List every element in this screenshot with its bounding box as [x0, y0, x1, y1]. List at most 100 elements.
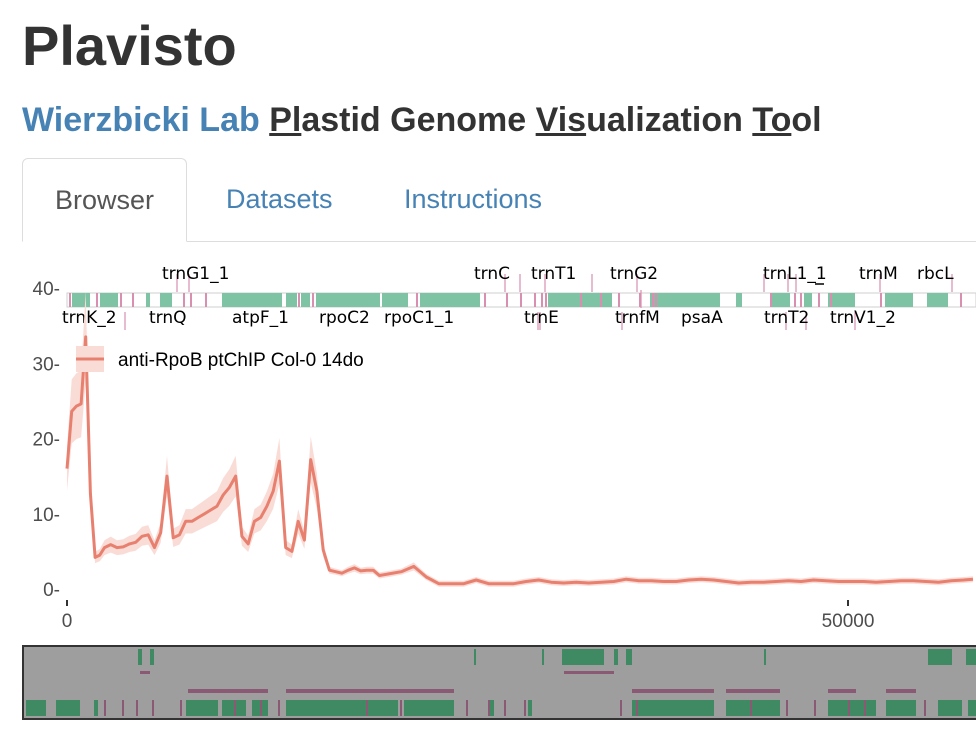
trna-mark[interactable]: [506, 293, 508, 307]
genome-overview-track[interactable]: [22, 645, 976, 720]
trna-mark[interactable]: [880, 293, 882, 307]
gene-block[interactable]: [772, 293, 790, 307]
gene-block[interactable]: [301, 293, 310, 307]
overview-gene[interactable]: [764, 649, 766, 665]
overview-trna: [504, 700, 506, 716]
y-axis: 0- 10- 20- 30- 40-: [33, 279, 60, 601]
gene-label: trnC: [474, 264, 510, 284]
gene-block[interactable]: [927, 293, 948, 307]
overview-features[interactable]: [24, 647, 976, 718]
gene-block[interactable]: [736, 293, 742, 307]
gene-block[interactable]: [160, 293, 172, 307]
gene-block[interactable]: [382, 293, 408, 307]
overview-gene[interactable]: [968, 700, 976, 716]
overview-gene[interactable]: [828, 700, 876, 716]
overview-gene[interactable]: [286, 700, 398, 716]
overview-gene[interactable]: [886, 700, 916, 716]
overview-gene[interactable]: [56, 700, 80, 716]
trna-mark[interactable]: [545, 293, 547, 307]
overview-gene[interactable]: [614, 649, 618, 665]
overview-gene[interactable]: [474, 649, 476, 665]
overview-rna: [828, 689, 856, 693]
trna-mark[interactable]: [960, 293, 962, 307]
trna-mark[interactable]: [655, 293, 657, 307]
trna-mark[interactable]: [69, 293, 71, 307]
y-tick-label: 30-: [33, 354, 60, 375]
overview-gene[interactable]: [542, 649, 544, 665]
trna-mark[interactable]: [132, 293, 134, 307]
overview-gene[interactable]: [626, 649, 632, 665]
gene-block[interactable]: [885, 293, 913, 307]
trna-mark[interactable]: [618, 293, 620, 307]
trna-mark[interactable]: [541, 293, 543, 307]
trna-mark[interactable]: [534, 293, 536, 307]
overview-gene[interactable]: [186, 700, 218, 716]
overview-rna: [886, 689, 916, 693]
overview-trna: [620, 700, 622, 716]
overview-trna: [366, 700, 368, 716]
tab-datasets[interactable]: Datasets: [226, 184, 333, 214]
overview-trna: [180, 700, 182, 716]
trna-mark[interactable]: [120, 293, 122, 307]
y-tick-label: 10-: [33, 505, 60, 526]
trna-mark[interactable]: [183, 293, 185, 307]
tab-instructions[interactable]: Instructions: [404, 184, 543, 214]
overview-gene[interactable]: [938, 700, 962, 716]
trna-mark[interactable]: [652, 293, 654, 307]
trna-mark[interactable]: [484, 293, 486, 307]
gene-block[interactable]: [72, 293, 90, 307]
overview-gene[interactable]: [94, 700, 98, 716]
gene-block[interactable]: [828, 293, 855, 307]
gene-label: trnfM: [615, 308, 660, 328]
gene-block[interactable]: [650, 293, 720, 307]
y-tick-label: 20-: [33, 430, 60, 451]
gene-label: trnT1: [531, 264, 576, 284]
overview-rna: [726, 689, 780, 693]
overview-gene[interactable]: [138, 649, 142, 665]
overview-gene[interactable]: [150, 649, 154, 665]
overview-gene[interactable]: [928, 649, 952, 665]
overview-trna: [466, 700, 468, 716]
trna-mark[interactable]: [830, 293, 832, 307]
series-line: [65, 335, 974, 586]
gene-block[interactable]: [100, 293, 118, 307]
trna-mark[interactable]: [600, 293, 602, 307]
coverage-chart[interactable]: trnG1_1 trnC trnT1 trnG2 trnL1_1 trnM rbcL trnK…: [0, 244, 976, 642]
gene-label: trnV1_2: [830, 308, 896, 328]
overview-rna: [286, 689, 454, 693]
overview-gene[interactable]: [562, 649, 604, 665]
trna-mark[interactable]: [818, 293, 820, 307]
overview-gene[interactable]: [726, 700, 780, 716]
gene-block[interactable]: [222, 293, 282, 307]
overview-gene[interactable]: [632, 700, 714, 716]
trna-mark[interactable]: [205, 293, 207, 307]
confidence-band: [67, 291, 973, 587]
legend-label: anti-RpoB ptChIP Col-0 14do: [118, 350, 364, 371]
overview-gene[interactable]: [404, 700, 454, 716]
trna-mark[interactable]: [580, 293, 582, 307]
trna-mark[interactable]: [770, 293, 772, 307]
gene-label: trnE: [524, 308, 559, 328]
trna-mark[interactable]: [794, 293, 796, 307]
gene-block[interactable]: [146, 293, 150, 307]
overview-gene[interactable]: [490, 700, 494, 716]
overview-gene[interactable]: [26, 700, 46, 716]
legend: anti-RpoB ptChIP Col-0 14do: [76, 346, 364, 372]
trna-mark[interactable]: [800, 293, 802, 307]
overview-gene[interactable]: [528, 700, 532, 716]
trna-mark[interactable]: [520, 293, 522, 307]
app-title: Plavisto: [22, 14, 237, 77]
trna-mark[interactable]: [416, 293, 418, 307]
gene-block[interactable]: [286, 293, 297, 307]
overview-gene[interactable]: [966, 649, 976, 665]
gene-block[interactable]: [804, 293, 812, 307]
trna-mark[interactable]: [96, 293, 98, 307]
tab-browser[interactable]: Browser: [22, 158, 188, 242]
gene-block[interactable]: [420, 293, 480, 307]
overview-trna: [234, 700, 236, 716]
trna-mark[interactable]: [639, 293, 641, 307]
trna-mark[interactable]: [298, 293, 300, 307]
trna-mark[interactable]: [312, 293, 314, 307]
gene-block[interactable]: [316, 293, 380, 307]
trna-mark[interactable]: [190, 293, 192, 307]
